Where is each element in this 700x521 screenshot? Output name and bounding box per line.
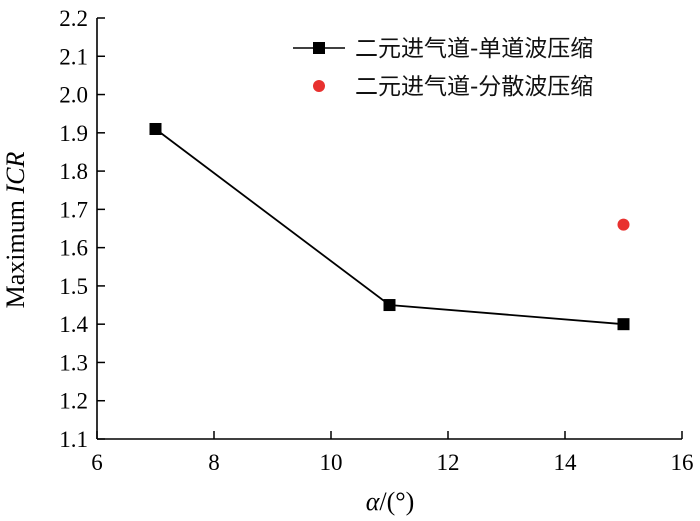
legend: 二元进气道-单道波压缩 二元进气道-分散波压缩 <box>293 36 593 100</box>
y-tick-label: 1.2 <box>59 389 88 414</box>
x-tick-label: 12 <box>437 450 460 475</box>
legend-label-0: 二元进气道-单道波压缩 <box>355 36 593 62</box>
legend-label-1: 二元进气道-分散波压缩 <box>355 74 593 100</box>
y-axis-label: Maximum ICR <box>1 152 30 309</box>
legend-item-0: 二元进气道-单道波压缩 <box>293 36 593 62</box>
plot-area: 6 8 10 12 14 16 1.1 1.2 1.3 1.4 1.5 1.6 1.7 1.8 1.9 2.… <box>59 6 693 475</box>
x-tick-label: 16 <box>671 450 694 475</box>
series-line <box>154 128 624 326</box>
data-point-square <box>383 299 396 312</box>
y-tick-label: 1.1 <box>59 427 88 452</box>
y-tick-label: 1.6 <box>59 236 88 261</box>
y-axis-label-symbol: ICR <box>1 152 30 195</box>
data-point-square <box>617 318 630 331</box>
legend-marker-circle <box>313 80 325 92</box>
y-tick-label: 1.3 <box>59 350 88 375</box>
y-axis-label-prefix: Maximum <box>1 194 30 309</box>
x-axis-label-unit: /(°) <box>379 487 414 516</box>
x-tick-label: 6 <box>91 450 103 475</box>
data-point-circle <box>617 218 630 231</box>
y-tick-label: 1.8 <box>59 159 88 184</box>
y-tick-label: 1.7 <box>59 197 88 222</box>
y-tick-label: 1.9 <box>59 121 88 146</box>
series-layer <box>149 122 630 331</box>
y-ticks: 1.1 1.2 1.3 1.4 1.5 1.6 1.7 1.8 1.9 2.0 2.1 2.2 <box>59 6 105 452</box>
y-tick-label: 2.1 <box>59 44 88 69</box>
x-tick-label: 14 <box>554 450 578 475</box>
data-point-square <box>149 122 162 135</box>
x-axis-label: α/(°) <box>366 487 415 516</box>
y-tick-label: 1.5 <box>59 274 88 299</box>
series-0 <box>149 122 630 331</box>
legend-item-1: 二元进气道-分散波压缩 <box>313 74 593 100</box>
x-tick-label: 8 <box>208 450 220 475</box>
y-tick-label: 1.4 <box>59 312 88 337</box>
series-1 <box>617 218 630 231</box>
x-tick-label: 10 <box>320 450 343 475</box>
x-ticks: 6 8 10 12 14 16 <box>91 431 694 475</box>
y-tick-label: 2.2 <box>59 6 88 31</box>
legend-marker-square <box>313 42 325 54</box>
y-tick-label: 2.0 <box>59 83 88 108</box>
x-axis-label-symbol: α <box>366 487 381 516</box>
